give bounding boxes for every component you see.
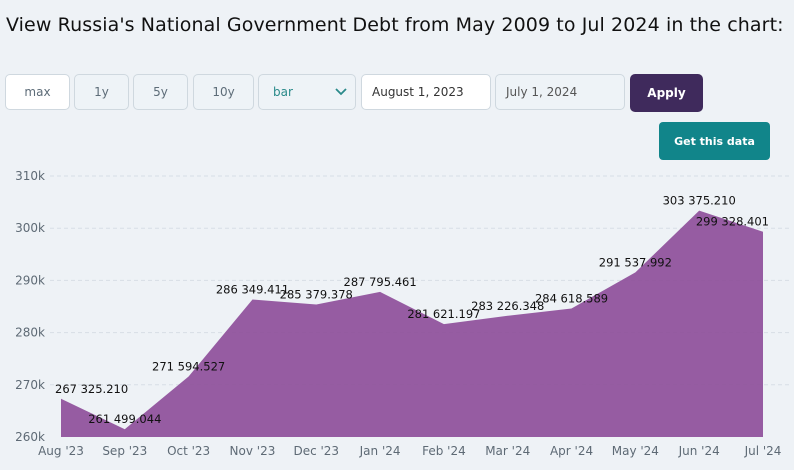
- chart-type-select[interactable]: bar: [258, 74, 356, 110]
- end-date-input[interactable]: July 1, 2024: [495, 74, 625, 110]
- y-tick-label: 290k: [15, 273, 45, 287]
- debt-area: [61, 210, 763, 437]
- x-tick-label: Jul '24: [744, 444, 782, 458]
- x-tick-label: Dec '23: [293, 444, 339, 458]
- data-label: 283 226.348: [471, 299, 544, 313]
- data-label: 284 618.589: [535, 291, 608, 305]
- x-tick-label: Apr '24: [550, 444, 593, 458]
- apply-button[interactable]: Apply: [630, 74, 703, 112]
- data-label: 303 375.210: [663, 194, 736, 208]
- x-tick-label: Jun '24: [678, 444, 720, 458]
- x-tick-label: Feb '24: [422, 444, 466, 458]
- data-label: 291 537.992: [599, 255, 672, 269]
- data-label: 271 594.527: [152, 359, 225, 373]
- get-data-button[interactable]: Get this data: [659, 122, 770, 160]
- x-tick-label: May '24: [612, 444, 659, 458]
- chart-type-value: bar: [273, 85, 293, 99]
- data-label: 267 325.210: [55, 382, 128, 396]
- range-5y-button[interactable]: 5y: [133, 74, 188, 110]
- x-tick-label: Aug '23: [38, 444, 84, 458]
- y-tick-label: 260k: [15, 430, 45, 444]
- range-10y-button[interactable]: 10y: [193, 74, 254, 110]
- data-label: 285 379.378: [280, 288, 353, 302]
- start-date-input[interactable]: August 1, 2023: [361, 74, 491, 110]
- chevron-down-icon: [335, 88, 347, 96]
- x-tick-label: Sep '23: [102, 444, 147, 458]
- page-title: View Russia's National Government Debt f…: [6, 14, 784, 36]
- x-tick-label: Nov '23: [230, 444, 276, 458]
- y-tick-label: 270k: [15, 378, 45, 392]
- data-label: 281 621.197: [407, 307, 480, 321]
- y-tick-label: 300k: [15, 221, 45, 235]
- data-label: 299 328.401: [696, 215, 769, 229]
- y-tick-label: 310k: [15, 169, 45, 183]
- data-label: 261 499.044: [88, 412, 161, 426]
- data-label: 287 795.461: [344, 275, 417, 289]
- range-1y-button[interactable]: 1y: [74, 74, 129, 110]
- x-tick-label: Oct '23: [167, 444, 210, 458]
- data-label: 286 349.411: [216, 282, 289, 296]
- y-tick-label: 280k: [15, 326, 45, 340]
- x-tick-label: Mar '24: [485, 444, 530, 458]
- x-tick-label: Jan '24: [359, 444, 401, 458]
- range-max-button[interactable]: max: [5, 74, 70, 110]
